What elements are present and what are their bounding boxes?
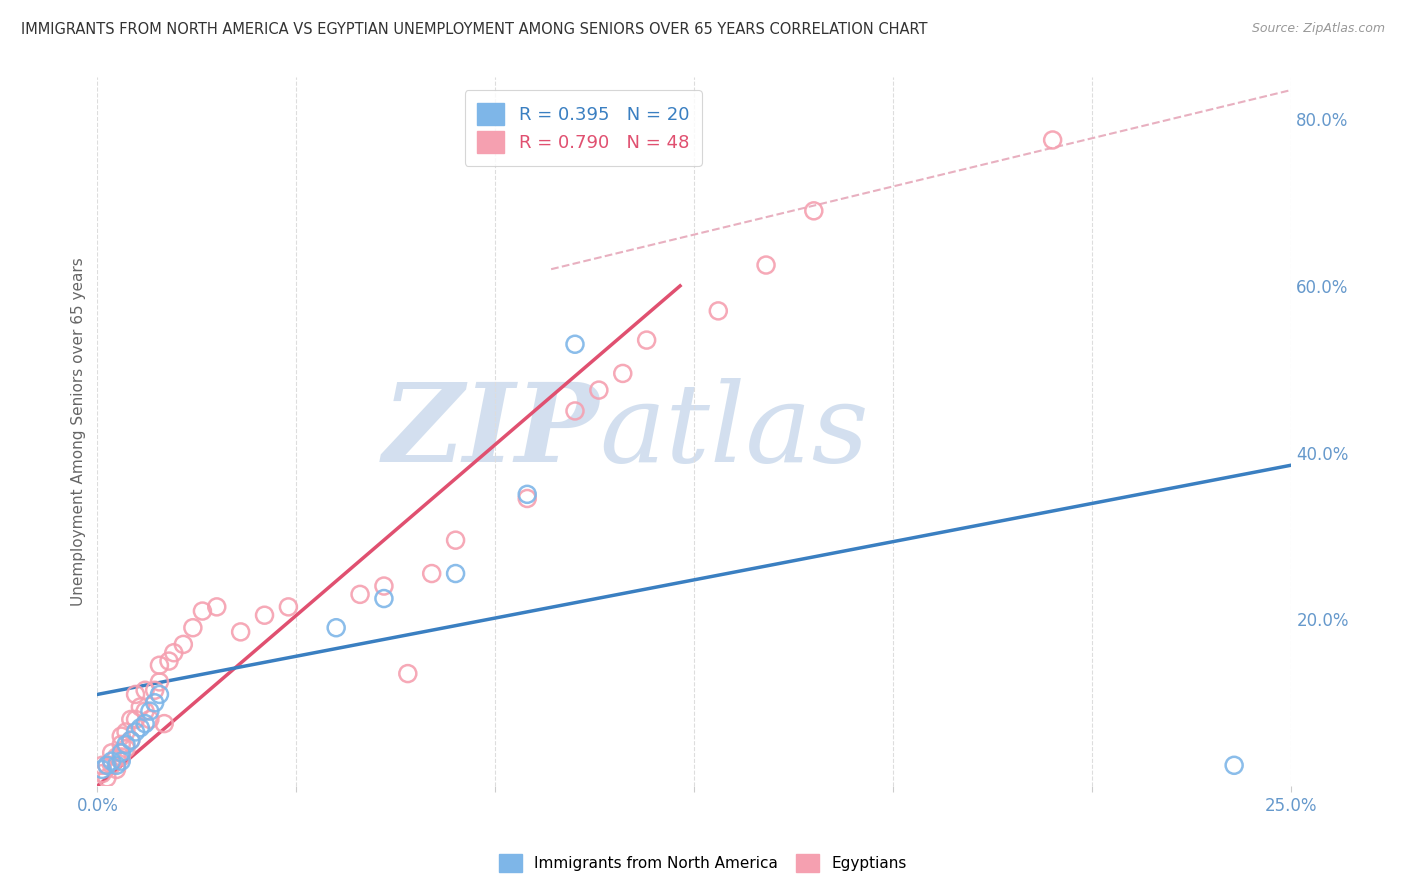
Point	[1042, 133, 1064, 147]
Point	[153, 716, 176, 731]
Point	[612, 367, 634, 381]
Point	[191, 604, 214, 618]
Point	[100, 746, 122, 760]
Point	[229, 624, 252, 639]
Point	[349, 587, 371, 601]
Point	[100, 758, 122, 772]
Point	[373, 591, 395, 606]
Point	[148, 658, 170, 673]
Point	[181, 621, 204, 635]
Point	[396, 666, 419, 681]
Text: atlas: atlas	[599, 378, 869, 485]
Point	[564, 404, 586, 418]
Point	[115, 741, 138, 756]
Legend: R = 0.395   N = 20, R = 0.790   N = 48: R = 0.395 N = 20, R = 0.790 N = 48	[464, 90, 702, 166]
Point	[157, 654, 180, 668]
Point	[110, 746, 132, 760]
Point	[143, 696, 166, 710]
Point	[277, 599, 299, 614]
Point	[96, 758, 118, 772]
Point	[1223, 758, 1246, 772]
Y-axis label: Unemployment Among Seniors over 65 years: Unemployment Among Seniors over 65 years	[72, 258, 86, 607]
Point	[91, 766, 114, 780]
Point	[205, 599, 228, 614]
Point	[253, 608, 276, 623]
Point	[110, 738, 132, 752]
Point	[516, 487, 538, 501]
Text: Source: ZipAtlas.com: Source: ZipAtlas.com	[1251, 22, 1385, 36]
Point	[110, 754, 132, 768]
Point	[91, 763, 114, 777]
Point	[124, 688, 146, 702]
Point	[564, 337, 586, 351]
Point	[115, 738, 138, 752]
Point	[110, 750, 132, 764]
Point	[134, 716, 156, 731]
Point	[143, 683, 166, 698]
Point	[105, 758, 128, 772]
Point	[110, 729, 132, 743]
Point	[115, 725, 138, 739]
Point	[148, 674, 170, 689]
Point	[803, 203, 825, 218]
Legend: Immigrants from North America, Egyptians: Immigrants from North America, Egyptians	[492, 846, 914, 880]
Point	[105, 763, 128, 777]
Text: ZIP: ZIP	[382, 378, 599, 485]
Point	[148, 688, 170, 702]
Point	[373, 579, 395, 593]
Point	[444, 533, 467, 548]
Point	[129, 721, 152, 735]
Point	[120, 733, 142, 747]
Point	[420, 566, 443, 581]
Text: IMMIGRANTS FROM NORTH AMERICA VS EGYPTIAN UNEMPLOYMENT AMONG SENIORS OVER 65 YEA: IMMIGRANTS FROM NORTH AMERICA VS EGYPTIA…	[21, 22, 928, 37]
Point	[134, 704, 156, 718]
Point	[516, 491, 538, 506]
Point	[124, 713, 146, 727]
Point	[134, 683, 156, 698]
Point	[120, 713, 142, 727]
Point	[96, 758, 118, 772]
Point	[172, 637, 194, 651]
Point	[100, 754, 122, 768]
Point	[636, 333, 658, 347]
Point	[120, 733, 142, 747]
Point	[755, 258, 778, 272]
Point	[139, 713, 162, 727]
Point	[588, 383, 610, 397]
Point	[139, 704, 162, 718]
Point	[707, 304, 730, 318]
Point	[96, 771, 118, 785]
Point	[444, 566, 467, 581]
Point	[163, 646, 186, 660]
Point	[91, 758, 114, 772]
Point	[325, 621, 347, 635]
Point	[124, 725, 146, 739]
Point	[105, 750, 128, 764]
Point	[129, 700, 152, 714]
